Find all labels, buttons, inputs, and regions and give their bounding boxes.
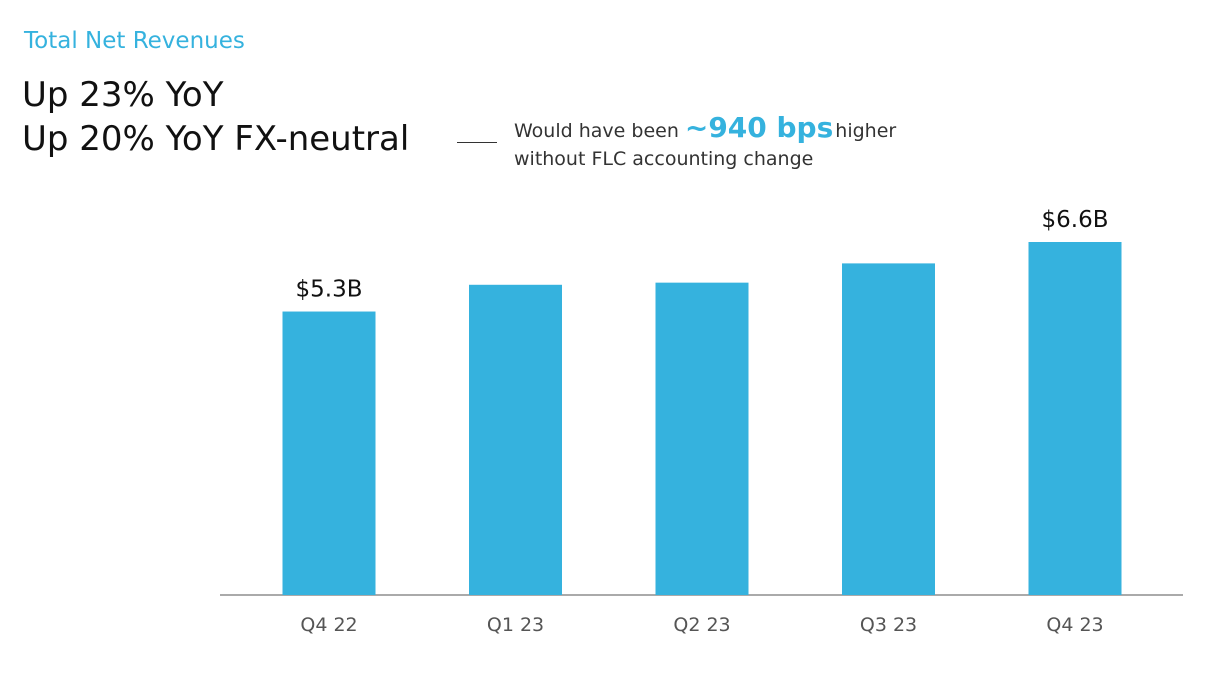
callout-line-1: Would have been ~940 bps higher	[514, 114, 896, 145]
callout-prefix: Would have been	[514, 120, 679, 142]
bar-data-label: $6.6B	[1042, 207, 1109, 233]
callout-note: Would have been ~940 bps higher without FL…	[514, 114, 896, 173]
callout-connector-line	[457, 142, 497, 143]
bar-q2-23	[655, 282, 749, 595]
bar-q4-23	[1028, 242, 1122, 595]
headline-fx-neutral: Up 20% YoY FX-neutral	[22, 119, 410, 159]
bar-q3-23	[842, 263, 935, 595]
x-tick-label: Q1 23	[487, 614, 544, 636]
bar-q4-22	[282, 311, 376, 595]
bar-q1-23	[469, 284, 562, 595]
callout-highlight: ~940 bps	[684, 111, 834, 144]
callout-suffix: higher	[835, 120, 897, 142]
bar-data-label: $5.3B	[296, 277, 363, 303]
x-tick-label: Q3 23	[860, 614, 917, 636]
x-tick-label: Q4 22	[300, 614, 357, 636]
headline-yoy: Up 23% YoY	[22, 75, 224, 115]
x-tick-label: Q2 23	[673, 614, 730, 636]
callout-line-2: without FLC accounting change	[514, 148, 814, 170]
section-title: Total Net Revenues	[24, 28, 245, 54]
x-tick-label: Q4 23	[1046, 614, 1103, 636]
